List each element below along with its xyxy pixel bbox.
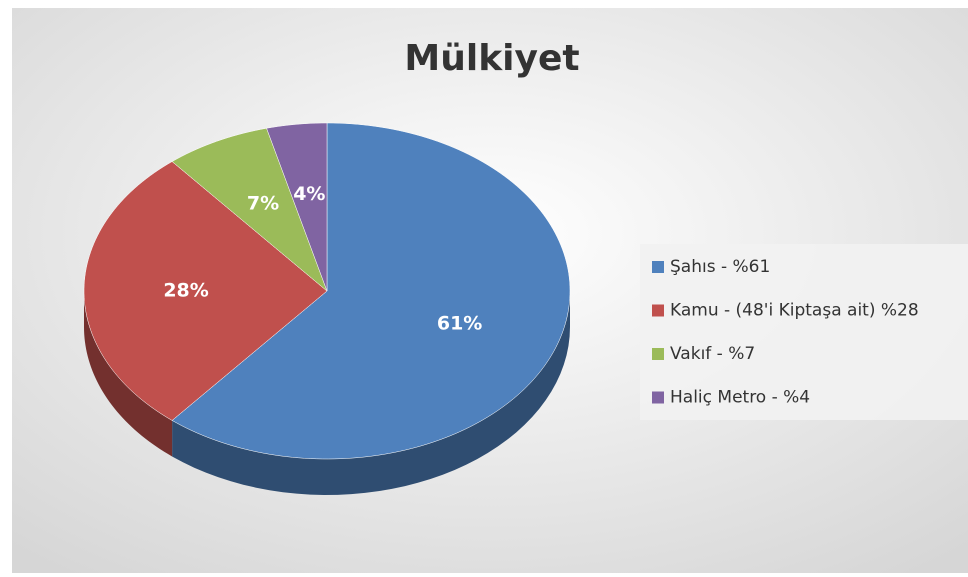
slice-side	[172, 291, 571, 495]
legend-label: Kamu - (48'i Kiptaşa ait) %28	[670, 301, 919, 321]
data-label: 28%	[163, 280, 208, 302]
legend-label: Vakıf - %7	[670, 344, 755, 364]
pie-slice	[171, 122, 571, 460]
pie-slice	[266, 122, 328, 292]
legend-label: Haliç Metro - %4	[670, 388, 810, 408]
data-label: 7%	[247, 193, 279, 215]
legend-swatch	[652, 304, 664, 317]
legend-label: Şahıs - %61	[670, 257, 770, 277]
pie-slice	[83, 161, 328, 421]
legend-swatch	[652, 348, 664, 360]
data-label: 61%	[437, 313, 482, 335]
slice-side	[84, 291, 173, 457]
legend-swatch	[652, 261, 664, 273]
data-label: 4%	[293, 183, 325, 205]
legend-swatch	[652, 391, 664, 404]
chart-title: Mülkiyet	[404, 38, 579, 79]
pie-slice	[171, 127, 328, 292]
legend-box	[640, 244, 968, 420]
